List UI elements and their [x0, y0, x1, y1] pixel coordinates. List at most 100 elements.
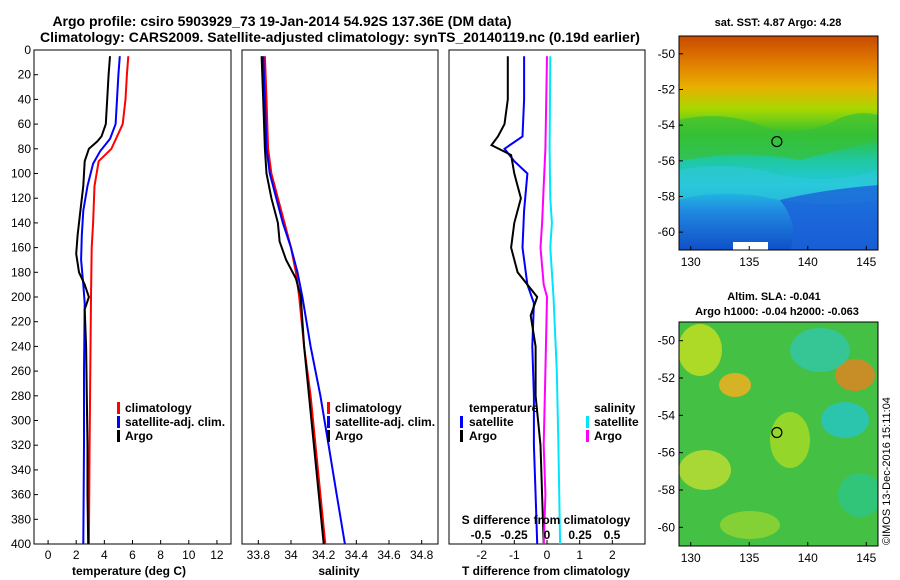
- s-tick-label: 0.5: [604, 528, 621, 542]
- x-tick-label: 2: [73, 548, 80, 562]
- series-line-salinity-satellite: [548, 56, 562, 545]
- x-tick-label: 1: [576, 548, 583, 562]
- depth-tick-label: 340: [11, 463, 31, 477]
- temperature-plot-frame: [33, 49, 232, 545]
- temperature-axis-ticks: 0 2 4 6 8 10 12: [45, 540, 224, 562]
- legend-label-temp-satellite: satellite: [469, 415, 514, 429]
- lat-tick-label: -54: [658, 118, 676, 132]
- x-tick-label: 0: [45, 548, 52, 562]
- depth-tick-label: 360: [11, 488, 31, 502]
- series-line-argo: [75, 56, 111, 545]
- lat-tick-label: -56: [658, 446, 676, 460]
- s-tick-label: -0.25: [500, 528, 528, 542]
- sst-map-frame: [678, 35, 879, 251]
- sst-map-ticks: 130 135 140 145 -50 -52 -54 -56 -58 -60: [658, 47, 877, 269]
- sst-map-panel: sat. SST: 4.87 Argo: 4.28 130 135 140 145 -5…: [658, 17, 879, 269]
- sst-missing-data: [733, 242, 768, 250]
- series-line-temperature-satellite: [503, 56, 539, 545]
- sla-feature: [679, 324, 722, 376]
- legend-swatch-sal-argo: [586, 430, 589, 442]
- lat-tick-label: -56: [658, 154, 676, 168]
- legend-title-temperature: temperature: [469, 401, 539, 415]
- legend-swatch-sal-satellite: [586, 416, 589, 428]
- sla-feature: [838, 473, 878, 517]
- lat-tick-label: -60: [658, 225, 676, 239]
- lon-tick-label: 135: [739, 255, 759, 269]
- depth-tick-label: 20: [18, 68, 32, 82]
- depth-tick-label: 200: [11, 290, 31, 304]
- sla-feature: [679, 450, 731, 490]
- depth-tick-label: 400: [11, 537, 31, 551]
- depth-tick-label: 140: [11, 216, 31, 230]
- series-line-temperature-argo: [489, 56, 545, 545]
- legend-label-sal-satellite: satellite: [594, 415, 639, 429]
- legend-label-temp-argo: Argo: [469, 429, 497, 443]
- legend-label-climatology: climatology: [335, 401, 402, 415]
- lat-tick-label: -50: [658, 334, 676, 348]
- depth-tick-label: 240: [11, 339, 31, 353]
- lon-tick-label: 140: [798, 551, 818, 565]
- argo-position-marker: [771, 426, 783, 439]
- lon-tick-label: 145: [856, 551, 876, 565]
- lon-tick-label: 145: [856, 255, 876, 269]
- salinity-difference-axis-label: S difference from climatology: [462, 513, 631, 527]
- lon-tick-label: 130: [681, 551, 701, 565]
- series-line-argo: [260, 56, 325, 545]
- depth-tick-label: 220: [11, 315, 31, 329]
- x-tick-label: 8: [157, 548, 164, 562]
- x-tick-label: 6: [129, 548, 136, 562]
- x-tick-label: 0: [544, 548, 551, 562]
- x-tick-label: 34.8: [410, 548, 434, 562]
- sst-heatmap: [679, 36, 878, 250]
- sla-map-panel: Altim. SLA: -0.041 Argo h1000: -0.04 h20…: [658, 291, 879, 565]
- legend-label-satellite: satellite-adj. clim.: [335, 415, 435, 429]
- temperature-panel: 0204060801001201401601802002202402602803…: [11, 43, 232, 578]
- legend-swatch-argo: [327, 430, 330, 442]
- x-tick-label: -2: [476, 548, 487, 562]
- salinity-plot-frame: [241, 49, 439, 545]
- sla-feature: [790, 328, 850, 372]
- depth-tick-label: 100: [11, 167, 31, 181]
- depth-axis-ticks: 0 20 40 60 80 100 120 140 160 180 200 220 240 260 280 3…: [11, 43, 38, 551]
- legend-label-sal-argo: Argo: [594, 429, 622, 443]
- depth-tick-label: 0: [24, 43, 31, 57]
- lat-tick-label: -50: [658, 47, 676, 61]
- imos-watermark: ©IMOS 13-Dec-2016 15:11:04: [881, 397, 893, 545]
- legend-swatch-climatology: [327, 402, 330, 414]
- salinity-difference-legend: salinity satellite Argo: [586, 401, 639, 443]
- sst-feature: [780, 185, 878, 250]
- x-tick-label: 34.6: [377, 548, 401, 562]
- lon-tick-label: 140: [798, 255, 818, 269]
- sla-feature: [720, 511, 780, 539]
- legend-swatch-satellite: [327, 416, 330, 428]
- legend-swatch-argo: [117, 430, 120, 442]
- series-line-satellite-adj-clim-: [80, 56, 121, 545]
- legend-swatch-temp-argo: [460, 430, 463, 442]
- legend-label-argo: Argo: [335, 429, 363, 443]
- sla-heatmap: [679, 322, 878, 546]
- temperature-difference-legend: temperature satellite Argo: [460, 401, 539, 443]
- series-line-salinity-argo: [539, 56, 549, 545]
- s-tick-label: -0.5: [471, 528, 492, 542]
- sla-feature: [835, 359, 875, 391]
- sla-map-frame: [678, 321, 879, 547]
- title-line-1: Argo profile: csiro 5903929_73 19-Jan-20…: [52, 13, 511, 29]
- sla-feature: [719, 373, 751, 397]
- salinity-axis-ticks: 33.8 34 34.2 34.4 34.6 34.8: [247, 540, 434, 562]
- salinity-legend: climatology satellite-adj. clim. Argo: [327, 401, 435, 443]
- depth-tick-label: 260: [11, 364, 31, 378]
- x-tick-label: 4: [101, 548, 108, 562]
- lat-tick-label: -58: [658, 483, 676, 497]
- sla-map-ticks: 130 135 140 145 -50 -52 -54 -56 -58 -60: [658, 334, 877, 565]
- legend-swatch-climatology: [117, 402, 120, 414]
- depth-tick-label: 160: [11, 241, 31, 255]
- lat-tick-label: -52: [658, 83, 676, 97]
- temperature-legend: climatology satellite-adj. clim. Argo: [117, 401, 225, 443]
- s-tick-label: 0.25: [568, 528, 592, 542]
- legend-swatch-temp-satellite: [460, 416, 463, 428]
- lat-tick-label: -58: [658, 190, 676, 204]
- x-tick-label: 10: [182, 548, 196, 562]
- x-tick-label: 12: [210, 548, 224, 562]
- difference-panel: -2 -1 0 1 2 T difference from climatology S …: [448, 49, 646, 578]
